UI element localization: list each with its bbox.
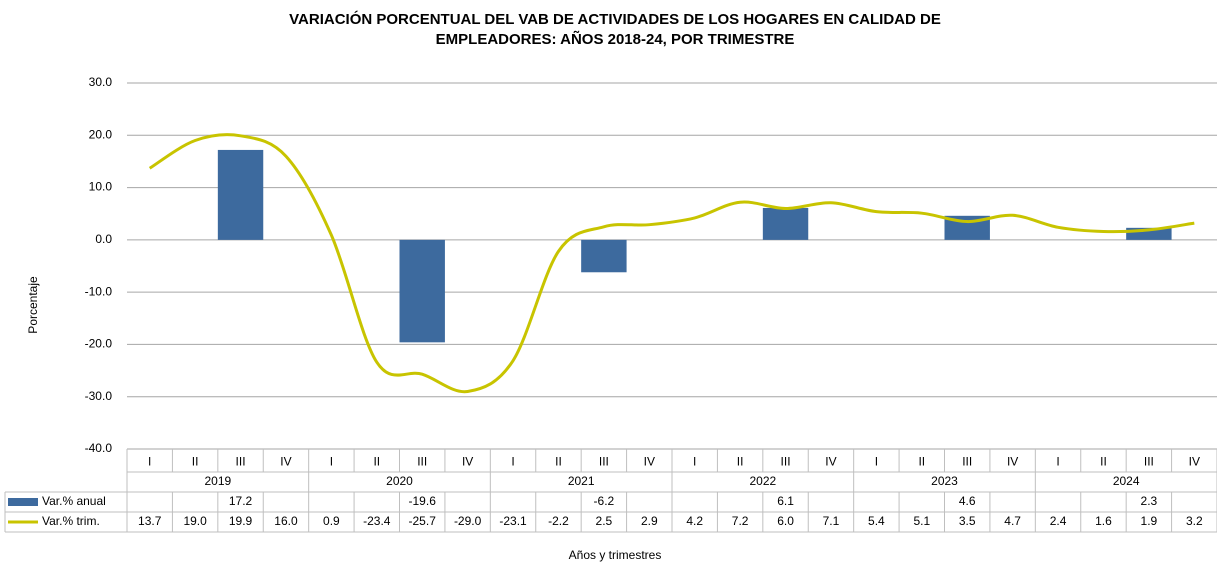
bar [581, 239, 627, 273]
x-group-label: 2023 [931, 474, 958, 488]
table-value: 1.9 [1141, 514, 1158, 528]
table-value: 5.1 [913, 514, 930, 528]
table-value: 19.9 [229, 514, 253, 528]
x-tick-label: I [875, 455, 878, 469]
table-value: 7.1 [823, 514, 840, 528]
x-group-label: 2020 [386, 474, 413, 488]
x-tick-label: III [962, 455, 972, 469]
x-group-label: 2022 [749, 474, 776, 488]
table-value: 1.6 [1095, 514, 1112, 528]
table-value: 0.9 [323, 514, 340, 528]
x-tick-label: II [737, 455, 744, 469]
x-tick-label: IV [462, 455, 473, 469]
table-value: 17.2 [229, 494, 253, 508]
x-tick-label: IV [1189, 455, 1200, 469]
table-value: 6.0 [777, 514, 794, 528]
table-value: 2.5 [596, 514, 613, 528]
table-value: 2.3 [1141, 494, 1158, 508]
table-value: -23.1 [499, 514, 527, 528]
table-value: -2.2 [548, 514, 569, 528]
table-value: 3.2 [1186, 514, 1203, 528]
chart-title: EMPLEADORES: AÑOS 2018-24, POR TRIMESTRE [436, 30, 795, 48]
x-tick-label: IV [280, 455, 291, 469]
x-tick-label: IV [825, 455, 836, 469]
table-value: -23.4 [363, 514, 391, 528]
y-tick-label: -10.0 [85, 284, 113, 298]
x-tick-label: II [192, 455, 199, 469]
y-tick-label: 10.0 [89, 180, 113, 194]
table-value: 2.9 [641, 514, 658, 528]
x-tick-label: III [1144, 455, 1154, 469]
y-tick-label: 20.0 [89, 127, 113, 141]
table-value: 7.2 [732, 514, 749, 528]
bar [399, 239, 445, 343]
x-tick-label: I [693, 455, 696, 469]
table-value: 5.4 [868, 514, 885, 528]
y-tick-label: -40.0 [85, 441, 113, 455]
table-value: -6.2 [594, 494, 615, 508]
table-value: -25.7 [409, 514, 437, 528]
x-tick-label: I [330, 455, 333, 469]
y-tick-label: 30.0 [89, 75, 113, 89]
table-value: 6.1 [777, 494, 794, 508]
x-group-label: 2024 [1113, 474, 1140, 488]
bar [762, 207, 809, 240]
table-value: 4.7 [1004, 514, 1021, 528]
x-tick-label: III [599, 455, 609, 469]
y-tick-label: 0.0 [95, 232, 112, 246]
x-tick-label: IV [1007, 455, 1018, 469]
table-value: 3.5 [959, 514, 976, 528]
table-value: 19.0 [183, 514, 207, 528]
x-tick-label: I [511, 455, 514, 469]
x-axis-label: Años y trimestres [569, 548, 662, 562]
table-value: 13.7 [138, 514, 162, 528]
legend-label: Var.% trim. [42, 514, 100, 528]
x-tick-label: II [918, 455, 925, 469]
x-group-label: 2021 [568, 474, 595, 488]
x-tick-label: I [148, 455, 151, 469]
x-tick-label: III [236, 455, 246, 469]
x-tick-label: II [555, 455, 562, 469]
legend-label: Var.% anual [42, 494, 106, 508]
chart-title: VARIACIÓN PORCENTUAL DEL VAB DE ACTIVIDA… [289, 10, 941, 28]
x-tick-label: I [1056, 455, 1059, 469]
x-group-label: 2019 [204, 474, 231, 488]
line [148, 133, 1195, 394]
table-value: 4.2 [686, 514, 703, 528]
x-tick-label: II [1100, 455, 1107, 469]
y-tick-label: -20.0 [85, 337, 113, 351]
bar [217, 149, 264, 240]
x-tick-label: III [417, 455, 427, 469]
y-axis-label: Porcentaje [26, 276, 40, 334]
table-value: 16.0 [274, 514, 298, 528]
table-value: 2.4 [1050, 514, 1067, 528]
table-value: -29.0 [454, 514, 482, 528]
x-tick-label: IV [644, 455, 655, 469]
x-tick-label: III [781, 455, 791, 469]
table-value: -19.6 [409, 494, 437, 508]
x-tick-label: II [373, 455, 380, 469]
legend-marker [8, 498, 38, 506]
y-tick-label: -30.0 [85, 389, 113, 403]
table-value: 4.6 [959, 494, 976, 508]
